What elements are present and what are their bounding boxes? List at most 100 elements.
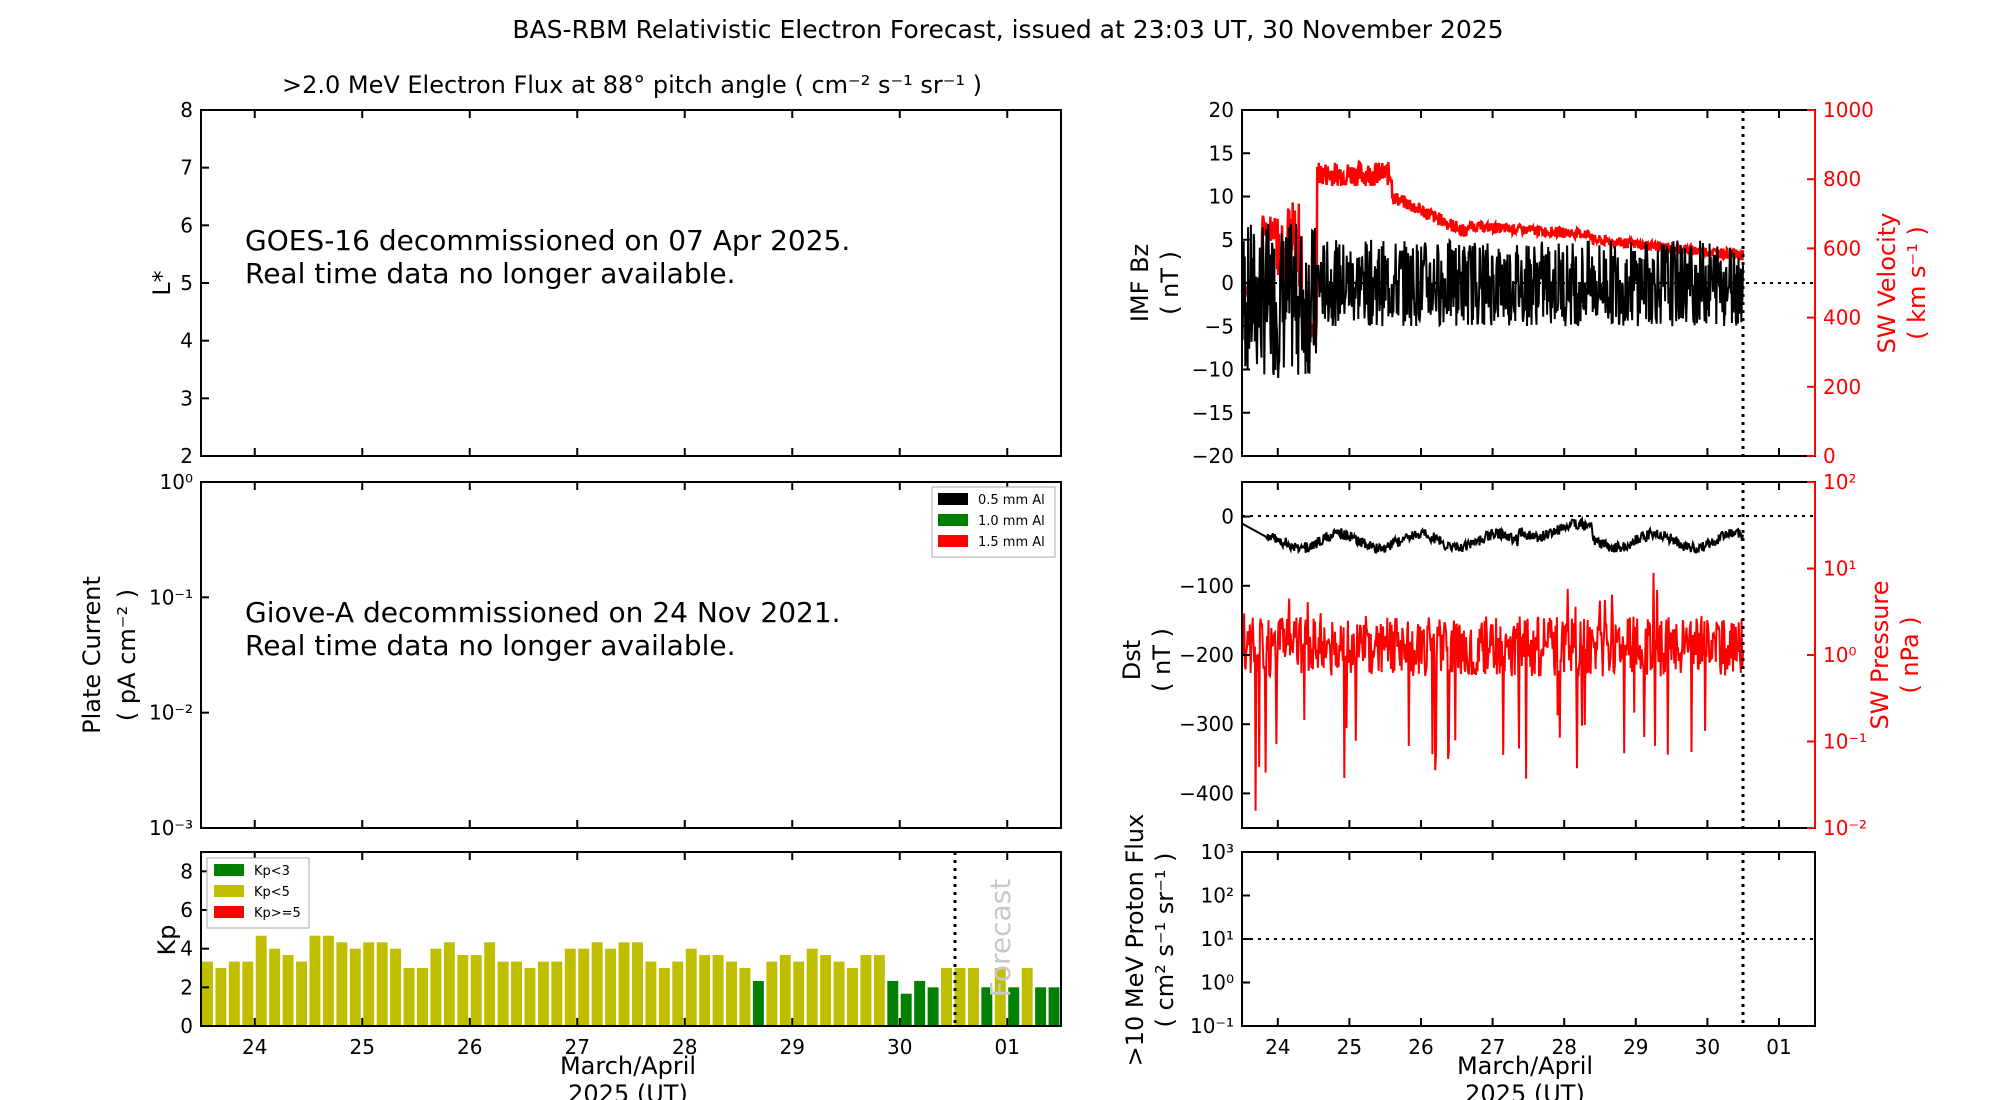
dst-y-tick-label: −200: [1179, 643, 1234, 667]
plate-y-tick-label: 10⁻²: [149, 701, 193, 725]
proton-y-tick-label: 10⁻¹: [1190, 1014, 1234, 1038]
proton-x-tick-label: 24: [1265, 1035, 1290, 1059]
plate-legend-swatch-0: [938, 493, 968, 505]
imf-bz-line: [1241, 223, 1744, 379]
kp-bar: [927, 987, 939, 1026]
sw-velocity-line: [1240, 159, 1745, 345]
kp-bar: [779, 955, 791, 1026]
dst-y-label: Dst: [1118, 640, 1146, 680]
plate-legend-label-2: 1.5 mm Al: [978, 535, 1045, 550]
kp-bar: [511, 961, 522, 1026]
kp-legend-swatch-0: [214, 864, 244, 876]
imf-y2-ticks: 1000 800 600 400 200 0: [1807, 98, 1874, 468]
imf-y2-tick-label: 400: [1823, 306, 1861, 330]
kp-bar: [954, 968, 966, 1026]
kp-bar: [847, 968, 858, 1026]
kp-bar: [269, 948, 281, 1026]
imf-y2-tick-label: 1000: [1823, 98, 1874, 122]
flux-y-tick-label: 2: [180, 444, 193, 468]
proton-x-tick-label: 30: [1695, 1035, 1720, 1059]
kp-bar: [457, 955, 469, 1026]
plate-legend: 0.5 mm Al 1.0 mm Al 1.5 mm Al: [931, 486, 1056, 558]
kp-legend-label-1: Kp<5: [254, 885, 290, 900]
dst-y-ticks: 0 −100 −200 −300 −400: [1179, 505, 1250, 805]
kp-bar: [699, 955, 711, 1026]
dst-x-ticks: [1276, 482, 1780, 828]
proton-y-label-units: ( cm² s⁻¹ sr⁻¹ ): [1151, 853, 1179, 1028]
flux-y-tick-label: 8: [180, 98, 193, 122]
kp-bar: [578, 948, 590, 1026]
kp-x-label-year: 2025 (UT): [568, 1080, 688, 1100]
kp-bar: [215, 968, 227, 1026]
imf-y-tick-label: −5: [1205, 314, 1234, 338]
flux-panel: >2.0 MeV Electron Flux at 88° pitch angl…: [148, 71, 1062, 468]
kp-x-tick-label: 27: [565, 1035, 590, 1059]
kp-bar: [484, 942, 496, 1026]
kp-bar: [833, 961, 845, 1026]
proton-x-tick-label: 28: [1551, 1035, 1576, 1059]
dst-line: [1241, 515, 1744, 555]
dst-y2-tick-label: 10²: [1823, 470, 1856, 494]
kp-bar: [443, 942, 455, 1026]
dst-y2-tick-label: 10¹: [1823, 557, 1856, 581]
flux-y-tick-label: 6: [180, 213, 193, 237]
kp-bar: [887, 980, 899, 1026]
proton-y-tick-label: 10²: [1201, 884, 1234, 908]
plate-legend-label-0: 0.5 mm Al: [978, 493, 1045, 508]
imf-panel: 20 15 10 5 0 −5 −10 −15 −20 1000 800 600 400 200 0 IM…: [1126, 98, 1931, 468]
kp-x-tick-label: 01: [995, 1035, 1020, 1059]
kp-bar: [632, 942, 643, 1026]
kp-bar: [1021, 968, 1033, 1026]
kp-bar: [202, 961, 213, 1026]
kp-plot-area: [200, 851, 1062, 1027]
kp-bar: [860, 955, 872, 1026]
kp-bar: [242, 961, 254, 1026]
plate-y-tick-label: 10⁻¹: [149, 585, 193, 609]
flux-y-ticks: 8 7 6 5 4 3 2: [180, 98, 209, 468]
kp-bar: [591, 942, 603, 1026]
flux-y-tick-label: 3: [180, 386, 193, 410]
dst-y-tick-label: −300: [1179, 712, 1234, 736]
kp-bar: [820, 955, 832, 1026]
kp-bar: [941, 968, 952, 1026]
plate-y-tick-label: 10⁻³: [149, 816, 193, 840]
kp-bar: [806, 948, 818, 1026]
proton-x-label-year: 2025 (UT): [1465, 1080, 1585, 1100]
kp-legend-label-0: Kp<3: [254, 864, 290, 879]
kp-bar: [309, 935, 321, 1026]
kp-x-tick-label: 28: [672, 1035, 697, 1059]
kp-bar: [766, 961, 778, 1026]
kp-bar: [430, 948, 442, 1026]
kp-bar: [524, 968, 536, 1026]
flux-y-label: L*: [148, 270, 176, 295]
plate-y-label: Plate Current: [78, 576, 106, 734]
kp-x-tick-label: 30: [887, 1035, 912, 1059]
flux-title: >2.0 MeV Electron Flux at 88° pitch angl…: [282, 71, 982, 99]
kp-bar: [672, 961, 684, 1026]
kp-bar: [618, 942, 630, 1026]
kp-bar: [417, 968, 428, 1026]
kp-bar: [403, 968, 415, 1026]
kp-bar: [537, 961, 549, 1026]
kp-bar: [994, 968, 1006, 1026]
kp-bar: [390, 948, 402, 1026]
plate-plot-area: [200, 481, 1062, 829]
imf-y2-tick-label: 200: [1823, 375, 1861, 399]
plate-message-line1: Giove-A decommissioned on 24 Nov 2021.: [245, 596, 841, 629]
dst-y2-ticks: 10² 10¹ 10⁰ 10⁻¹ 10⁻²: [1807, 470, 1867, 840]
kp-bar: [726, 961, 737, 1026]
plate-y-ticks: 10⁰ 10⁻¹ 10⁻² 10⁻³: [149, 470, 209, 840]
kp-bar: [752, 980, 764, 1026]
kp-bar: [336, 942, 348, 1026]
kp-bar: [228, 961, 240, 1026]
proton-plot-area: [1241, 851, 1816, 1027]
proton-x-tick-label: 29: [1623, 1035, 1648, 1059]
imf-x-ticks: [1276, 110, 1780, 456]
kp-y-tick-label: 8: [180, 859, 193, 883]
kp-bar: [981, 987, 993, 1026]
kp-bar: [685, 948, 697, 1026]
dst-y2-tick-label: 10⁻¹: [1823, 730, 1867, 754]
kp-x-label: March/April: [560, 1052, 696, 1080]
proton-y-tick-label: 10¹: [1201, 927, 1234, 951]
imf-y2-tick-label: 0: [1823, 444, 1836, 468]
